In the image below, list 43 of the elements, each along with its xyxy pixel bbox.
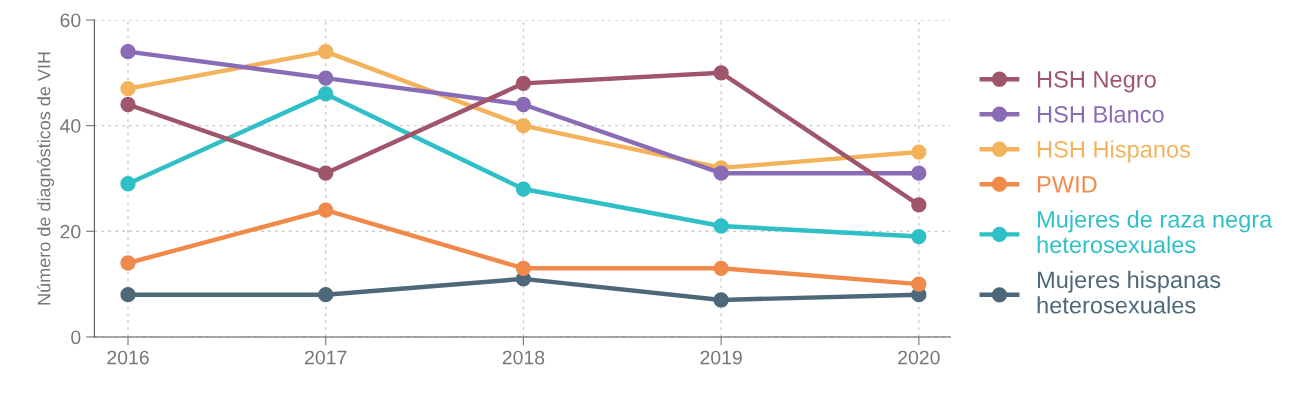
point <box>515 117 532 134</box>
point <box>318 86 334 102</box>
legend-label: PWID <box>1038 176 1097 193</box>
point <box>318 202 334 218</box>
legend-label: HSH Blanco <box>1038 105 1164 123</box>
point <box>713 165 729 181</box>
point <box>515 260 532 276</box>
point <box>120 44 136 60</box>
point <box>515 75 532 92</box>
y-tick-label: 20 <box>60 224 81 239</box>
point <box>713 218 729 234</box>
x-tick-label: 2017 <box>305 350 347 365</box>
point <box>120 287 136 303</box>
x-tick-label: 2020 <box>898 350 940 365</box>
point <box>911 197 927 213</box>
point <box>318 287 334 303</box>
legend-label: HSH Hispanos <box>1038 140 1191 163</box>
point <box>911 276 927 292</box>
point <box>713 292 729 308</box>
y-tick-label: 40 <box>60 119 81 133</box>
legend-label: Mujeres hispanas heterosexuales <box>1037 270 1221 314</box>
point <box>911 228 927 245</box>
legend-label: HSH Negro <box>1038 71 1156 93</box>
y-tick-label: 60 <box>60 13 81 28</box>
point <box>120 176 136 192</box>
point <box>318 165 334 181</box>
y-axis-title: Número de diagnósticos de VIH <box>36 52 55 305</box>
x-tick-label: 2016 <box>107 350 149 365</box>
point <box>120 81 136 97</box>
point <box>120 255 136 271</box>
point <box>713 65 729 81</box>
point <box>318 44 334 60</box>
legend-label: Mujeres de raza negra heterosexuales <box>1037 210 1273 254</box>
point <box>515 96 532 113</box>
point <box>911 165 927 181</box>
x-tick-label: 2019 <box>700 350 742 365</box>
point <box>318 70 334 86</box>
y-tick-label: 0 <box>71 330 81 345</box>
x-tick-label: 2018 <box>502 350 545 365</box>
point <box>713 260 729 276</box>
point <box>515 181 532 197</box>
point <box>120 96 136 113</box>
point <box>911 144 927 160</box>
